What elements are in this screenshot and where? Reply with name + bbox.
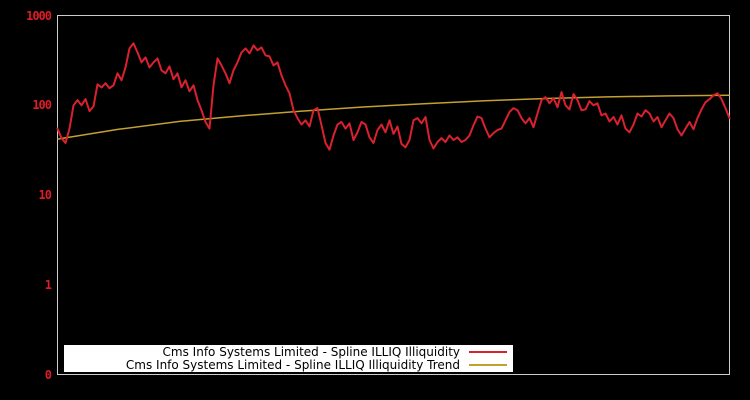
y-axis-tick-label: 1 <box>44 277 52 292</box>
legend: Cms Info Systems Limited - Spline ILLIQ … <box>64 345 513 372</box>
plot-border <box>57 15 730 375</box>
legend-entry-trend: Cms Info Systems Limited - Spline ILLIQ … <box>64 357 507 372</box>
legend-line-sample-illiquidity <box>469 351 507 353</box>
y-axis-tick-label: 0 <box>44 367 52 382</box>
y-axis-tick-label: 100 <box>32 98 52 113</box>
illiquidity-line <box>56 42 731 151</box>
legend-label-illiquidity: Cms Info Systems Limited - Spline ILLIQ … <box>162 344 460 359</box>
trend-line <box>57 94 730 140</box>
y-axis-tick-label: 1000 <box>26 8 52 23</box>
legend-line-sample-trend <box>469 364 507 366</box>
legend-entry-illiquidity: Cms Info Systems Limited - Spline ILLIQ … <box>64 344 507 359</box>
legend-label-trend: Cms Info Systems Limited - Spline ILLIQ … <box>125 357 460 372</box>
y-axis-tick-label: 10 <box>38 188 52 202</box>
